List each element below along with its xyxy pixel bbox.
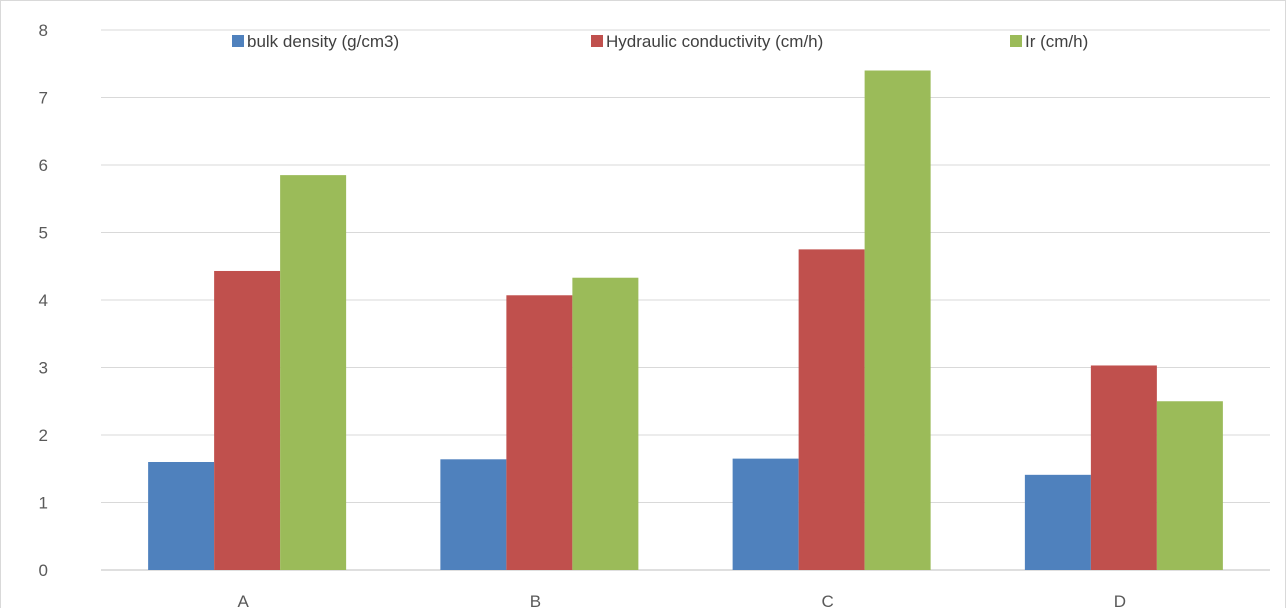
x-tick-label: A	[237, 592, 249, 608]
y-tick-label: 1	[39, 494, 48, 513]
y-axis-ticks: 0 1 2 3 4 5 6 7 8	[39, 21, 48, 580]
y-tick-label: 4	[39, 291, 48, 310]
bars	[148, 70, 1223, 570]
y-tick-label: 3	[39, 359, 48, 378]
bar-B-series-1	[506, 295, 573, 570]
x-axis-ticks: A B C D	[237, 592, 1126, 608]
x-tick-label: D	[1114, 592, 1126, 608]
y-tick-label: 6	[39, 156, 48, 175]
y-tick-label: 5	[39, 224, 48, 243]
bar-B-series-0	[440, 459, 507, 570]
bar-A-series-1	[214, 270, 281, 570]
legend: bulk density (g/cm3) Hydraulic conductivi…	[232, 32, 1088, 51]
bar-C-series-0	[732, 458, 799, 570]
legend-label: Hydraulic conductivity (cm/h)	[606, 32, 823, 51]
legend-swatch	[591, 35, 603, 47]
y-tick-label: 8	[39, 21, 48, 40]
legend-label: Ir (cm/h)	[1025, 32, 1088, 51]
bar-C-series-1	[798, 249, 865, 570]
bar-D-series-0	[1024, 474, 1091, 570]
bar-D-series-1	[1090, 365, 1157, 570]
legend-swatch	[1010, 35, 1022, 47]
legend-swatch	[232, 35, 244, 47]
y-tick-label: 7	[39, 89, 48, 108]
bar-D-series-2	[1156, 401, 1223, 570]
y-tick-label: 0	[39, 561, 48, 580]
bar-A-series-0	[148, 462, 215, 570]
legend-label: bulk density (g/cm3)	[247, 32, 399, 51]
y-tick-label: 2	[39, 426, 48, 445]
bar-C-series-2	[864, 70, 931, 570]
bar-B-series-2	[572, 277, 639, 570]
bar-A-series-2	[280, 175, 347, 570]
x-tick-label: B	[530, 592, 541, 608]
x-tick-label: C	[821, 592, 833, 608]
